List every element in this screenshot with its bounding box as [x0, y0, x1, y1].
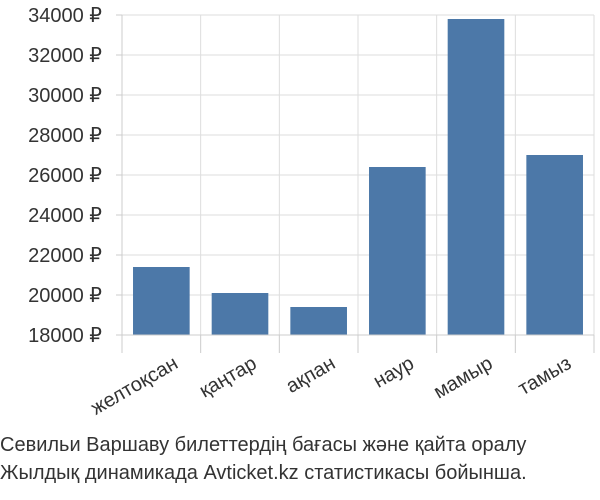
y-tick-label: 18000 ₽	[28, 325, 102, 347]
bar-желтоқсан	[133, 267, 190, 335]
x-tick-label: мамыр	[430, 352, 497, 403]
caption-line-1: Севильи Варшаву билеттердің бағасы және …	[0, 434, 527, 456]
x-tick-label: тамыз	[514, 352, 575, 400]
y-tick-label: 22000 ₽	[28, 245, 102, 267]
bar-ақпан	[290, 307, 347, 335]
x-tick-label: қаңтар	[196, 352, 261, 402]
caption-line-2: Жылдық динамикада Avticket.kz статистика…	[0, 462, 527, 484]
bars	[133, 19, 583, 335]
bar-мамыр	[447, 19, 505, 335]
y-tick-label: 32000 ₽	[28, 45, 102, 67]
chart-caption: Севильи Варшаву билеттердің бағасы және …	[0, 431, 600, 487]
y-tick-label: 20000 ₽	[28, 285, 102, 307]
x-tick-label: ақпан	[282, 352, 339, 397]
x-tick-label: наур	[370, 352, 418, 392]
y-tick-label: 24000 ₽	[28, 205, 102, 227]
bar-наур	[369, 167, 426, 335]
y-tick-label: 34000 ₽	[28, 5, 102, 27]
axes	[116, 14, 595, 353]
bar-тамыз	[526, 155, 583, 335]
gridlines	[121, 14, 595, 336]
y-tick-label: 26000 ₽	[28, 165, 102, 187]
y-tick-label: 28000 ₽	[28, 125, 102, 147]
x-tick-label: желтоқсан	[87, 352, 182, 419]
bar-қаңтар	[211, 293, 269, 335]
y-tick-labels: 18000 ₽ 20000 ₽ 22000 ₽ 24000 ₽ 26000 ₽ 28000…	[28, 5, 102, 347]
x-tick-labels: желтоқсан қаңтар ақпан наур мамыр тамыз	[87, 352, 575, 419]
y-tick-label: 30000 ₽	[28, 85, 102, 107]
bar-chart: 18000 ₽ 20000 ₽ 22000 ₽ 24000 ₽ 26000 ₽ 28000…	[28, 5, 595, 420]
